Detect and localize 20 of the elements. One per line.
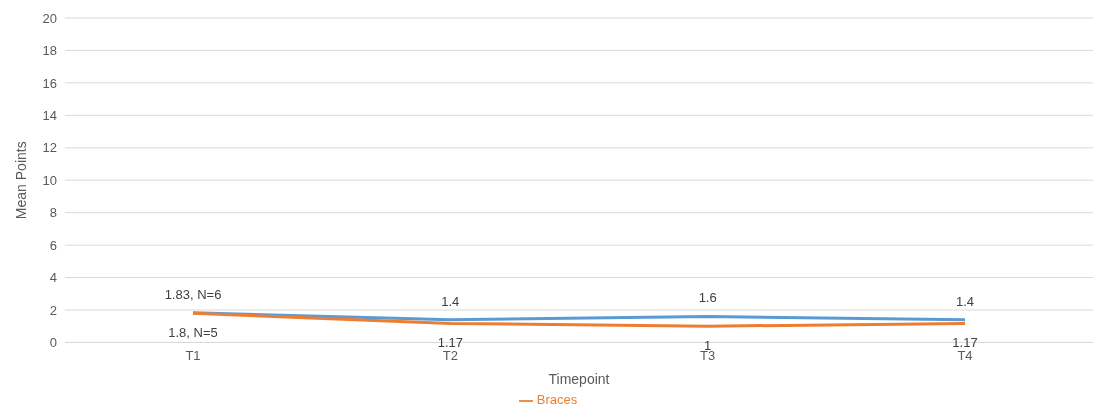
legend-label: Braces [536, 392, 578, 408]
y-tick-label: 16 [42, 75, 57, 91]
y-axis-title: Mean Points [12, 141, 29, 220]
data-label: 1.4 [955, 293, 975, 309]
y-tick-label: 0 [49, 335, 57, 351]
y-tick-label: 2 [49, 302, 57, 318]
data-label: 1.83, N=6 [164, 286, 222, 302]
x-tick-label: T1 [185, 347, 201, 363]
data-label: 1.4 [441, 293, 460, 309]
x-axis-title: Timepoint [548, 371, 610, 388]
data-label: 1.8, N=5 [168, 325, 218, 341]
y-tick-label: 14 [42, 107, 57, 123]
y-tick-label: 4 [49, 270, 57, 286]
y-tick-label: 12 [42, 140, 57, 156]
y-tick-label: 18 [42, 43, 57, 59]
y-tick-label: 20 [42, 10, 57, 26]
y-tick-label: 10 [42, 172, 57, 188]
y-tick-label: 8 [49, 205, 57, 221]
y-tick-label: 6 [49, 237, 57, 253]
data-label: 1.6 [698, 290, 717, 306]
